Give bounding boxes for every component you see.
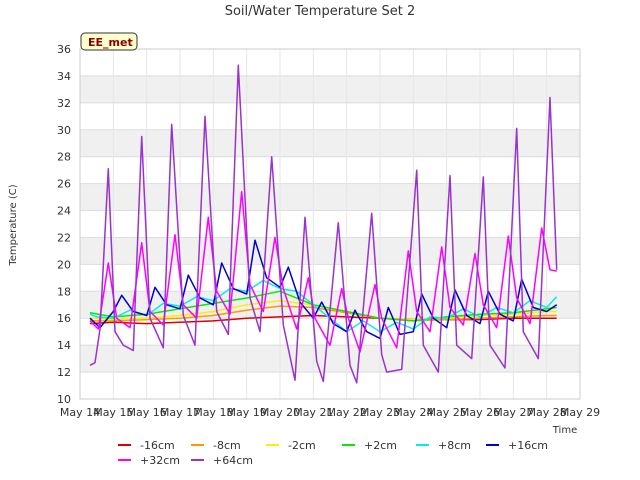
legend: -16cm -8cm -2cm +2cm +8cm +16cm +32cm +64cm <box>118 439 548 467</box>
x-axis-label: Time <box>552 425 577 436</box>
x-tick-label: May 14 <box>60 406 100 419</box>
legend-label: +32cm <box>140 454 180 467</box>
legend-label: +64cm <box>213 454 253 467</box>
y-tick-label: 22 <box>57 231 71 244</box>
plot-area <box>79 48 581 400</box>
site-badge-label: EE_met <box>88 36 133 49</box>
y-tick-label: 32 <box>57 97 71 110</box>
x-tick-label: May 24 <box>393 406 433 419</box>
y-tick-label: 30 <box>57 124 71 137</box>
y-tick-label: 36 <box>57 43 71 56</box>
y-tick-label: 16 <box>57 312 71 325</box>
legend-label: -2cm <box>288 439 316 452</box>
x-tick-label: May 22 <box>327 406 367 419</box>
plot-band <box>80 75 580 103</box>
series-lines <box>89 64 558 384</box>
x-tick-label: May 17 <box>160 406 200 419</box>
x-tick-label: May 16 <box>127 406 167 419</box>
y-tick-label: 10 <box>57 393 71 406</box>
y-tick-label: 14 <box>57 339 71 352</box>
plot-band <box>80 183 580 211</box>
site-badge: EE_met <box>80 32 138 51</box>
series-line-+16cm <box>89 239 558 340</box>
x-tick-label: May 18 <box>193 406 233 419</box>
y-tick-label: 18 <box>57 285 71 298</box>
legend-label: +16cm <box>508 439 548 452</box>
plot-band <box>80 237 580 265</box>
legend-label: +2cm <box>364 439 397 452</box>
x-tick-label: May 25 <box>427 406 467 419</box>
y-axis-label: Temperature (C) <box>8 184 19 266</box>
plot-band <box>80 129 580 157</box>
legend-label: -16cm <box>140 439 175 452</box>
series-line-+64cm <box>89 64 558 384</box>
y-tick-label: 34 <box>57 70 71 83</box>
plot-bands <box>80 75 580 373</box>
y-tick-label: 28 <box>57 151 71 164</box>
x-tick-label: May 27 <box>493 406 533 419</box>
y-tick-label: 26 <box>57 178 71 191</box>
x-tick-label: May 26 <box>460 406 500 419</box>
x-tick-label: May 19 <box>227 406 267 419</box>
x-tick-label: May 29 <box>560 406 600 419</box>
x-tick-label: May 20 <box>260 406 300 419</box>
y-tick-label: 12 <box>57 366 71 379</box>
y-tick-label: 24 <box>57 205 71 218</box>
chart-title: Soil/Water Temperature Set 2 <box>225 4 416 19</box>
x-tick-label: May 28 <box>527 406 567 419</box>
x-tick-label: May 23 <box>360 406 400 419</box>
x-tick-label: May 21 <box>293 406 333 419</box>
y-tick-label: 20 <box>57 258 71 271</box>
legend-label: -8cm <box>213 439 241 452</box>
legend-label: +8cm <box>438 439 471 452</box>
site-badge-box <box>80 32 138 51</box>
y-tick-labels: 10 12 14 16 18 20 22 24 26 28 30 32 34 36 <box>57 43 71 406</box>
x-tick-label: May 15 <box>93 406 133 419</box>
plot-band <box>80 345 580 373</box>
